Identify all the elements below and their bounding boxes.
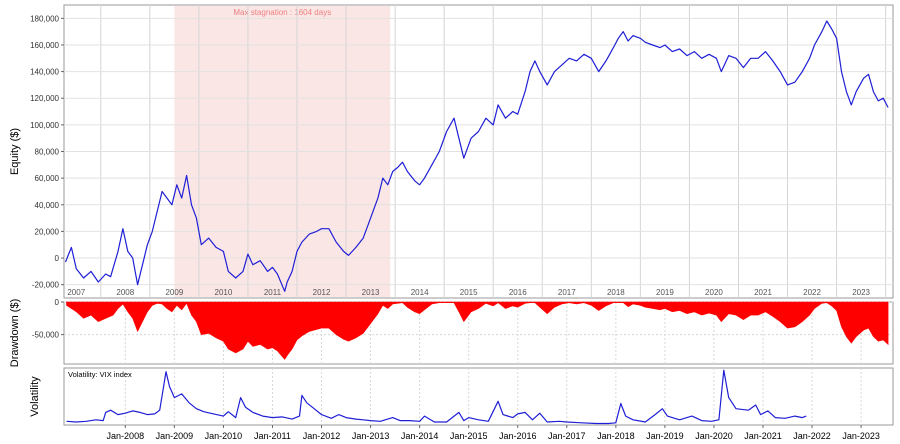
year-label: 2010	[215, 288, 233, 297]
drawdown-axis-label: Drawdown ($)	[9, 299, 21, 367]
equity-tick-label: 0	[55, 254, 60, 263]
year-label: 2008	[116, 288, 134, 297]
x-tick-label: Jan-2008	[107, 431, 145, 441]
year-label: 2019	[656, 288, 674, 297]
year-label: 2012	[313, 288, 331, 297]
x-tick-label: Jan-2018	[597, 431, 635, 441]
x-tick-label: Jan-2021	[744, 431, 782, 441]
drawdown-tick-label: -50,000	[32, 331, 60, 340]
x-tick-label: Jan-2017	[548, 431, 586, 441]
x-tick-label: Jan-2016	[499, 431, 537, 441]
year-label: 2017	[558, 288, 576, 297]
vix-axis-label: Volatility	[29, 376, 41, 417]
year-label: 2013	[362, 288, 380, 297]
year-label: 2007	[67, 288, 85, 297]
x-tick-label: Jan-2015	[450, 431, 488, 441]
year-label: 2016	[509, 288, 527, 297]
x-tick-label: Jan-2010	[205, 431, 243, 441]
stagnation-label: Max stagnation : 1604 days	[233, 8, 331, 17]
vix-series-line	[66, 369, 807, 425]
x-tick-label: Jan-2013	[352, 431, 390, 441]
x-tick-label: Jan-2011	[254, 431, 291, 441]
x-tick-label: Jan-2022	[793, 431, 831, 441]
x-tick-label: Jan-2009	[156, 431, 194, 441]
x-tick-label: Jan-2012	[303, 431, 341, 441]
equity-tick-label: 80,000	[35, 148, 60, 157]
year-label: 2018	[607, 288, 625, 297]
x-tick-label: Jan-2023	[842, 431, 880, 441]
equity-tick-label: 60,000	[35, 174, 60, 183]
year-label: 2009	[165, 288, 183, 297]
x-tick-label: Jan-2019	[646, 431, 684, 441]
equity-tick-label: 100,000	[30, 121, 59, 130]
drawdown-tick-label: 0	[55, 298, 60, 307]
equity-tick-label: 20,000	[35, 227, 60, 236]
equity-series-line	[64, 20, 889, 292]
year-label: 2020	[705, 288, 723, 297]
equity-tick-label: 180,000	[30, 14, 59, 23]
year-label: 2022	[803, 288, 821, 297]
year-label: 2021	[754, 288, 772, 297]
vix-plot-area	[63, 367, 894, 426]
x-tick-label: Jan-2020	[695, 431, 733, 441]
year-label: 2015	[460, 288, 478, 297]
equity-tick-label: -20,000	[32, 281, 60, 290]
equity-tick-label: 40,000	[35, 201, 60, 210]
x-tick-label: Jan-2014	[401, 431, 439, 441]
equity-tick-label: 140,000	[30, 68, 59, 77]
drawdown-area	[66, 301, 889, 360]
year-label: 2023	[852, 288, 870, 297]
year-label: 2011	[264, 288, 282, 297]
year-label: 2014	[411, 288, 429, 297]
equity-tick-label: 160,000	[30, 41, 59, 50]
vix-legend: Volatility: VIX index	[68, 370, 132, 379]
equity-axis-label: Equity ($)	[9, 128, 21, 175]
equity-tick-label: 120,000	[30, 94, 59, 103]
